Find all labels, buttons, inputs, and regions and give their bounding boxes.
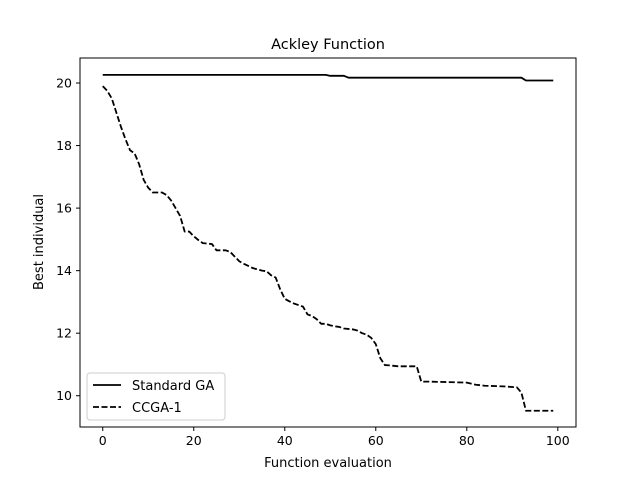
x-tick-label: 0 — [99, 433, 107, 448]
y-axis: 10 12 14 16 18 20 — [56, 76, 80, 403]
y-tick-label: 18 — [56, 138, 72, 153]
legend-label-ccga-1: CCGA-1 — [132, 401, 182, 416]
y-tick-label: 20 — [56, 76, 72, 91]
x-tick-label: 100 — [546, 433, 570, 448]
x-tick-label: 20 — [186, 433, 202, 448]
x-axis-label: Function evaluation — [264, 456, 392, 471]
y-tick-label: 12 — [56, 326, 72, 341]
x-tick-label: 60 — [368, 433, 384, 448]
legend-label-standard-ga: Standard GA — [132, 379, 214, 394]
plot-lines — [102, 73, 554, 412]
y-tick-label: 14 — [56, 263, 72, 278]
y-tick-label: 16 — [56, 201, 72, 216]
x-tick-label: 40 — [277, 433, 293, 448]
series-line-ccga-1 — [102, 85, 554, 412]
x-axis: 0 20 40 60 80 100 — [99, 427, 570, 448]
legend-box — [86, 372, 226, 421]
series-line-standard-ga — [102, 73, 554, 82]
x-tick-label: 80 — [459, 433, 475, 448]
y-axis-label: Best individual — [32, 194, 47, 290]
legend: Standard GA CCGA-1 — [86, 372, 226, 421]
plot-frame — [79, 57, 577, 428]
chart-title: Ackley Function — [271, 37, 385, 53]
y-tick-label: 10 — [56, 388, 72, 403]
